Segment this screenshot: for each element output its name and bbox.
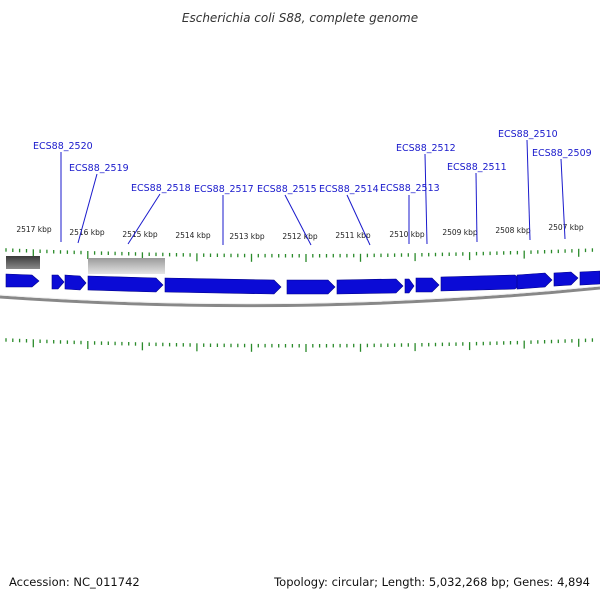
inner-tick-marks <box>5 338 594 352</box>
gene-arrow[interactable] <box>516 272 553 290</box>
gene-arrow[interactable] <box>336 278 404 295</box>
gene-arrow[interactable] <box>5 273 40 288</box>
gene-arrow[interactable] <box>553 271 579 287</box>
kbp-label: 2513 kbp <box>229 232 265 241</box>
gene-label[interactable]: ECS88_2518 <box>131 183 191 194</box>
backbone-highlight <box>0 285 600 305</box>
leader-line <box>475 172 478 243</box>
gene-label-leaders <box>60 139 566 246</box>
kbp-label: 2515 kbp <box>122 230 158 239</box>
gene-arrow[interactable] <box>440 274 523 292</box>
genome-summary-text: Topology: circular; Length: 5,032,268 bp… <box>273 575 590 589</box>
kbp-label: 2511 kbp <box>335 231 371 240</box>
gene-label[interactable]: ECS88_2512 <box>396 143 456 154</box>
leader-line <box>284 194 312 246</box>
kbp-label: 2512 kbp <box>282 232 318 241</box>
kbp-label: 2509 kbp <box>442 228 478 237</box>
gene-arrow[interactable] <box>64 274 87 291</box>
gene-label[interactable]: ECS88_2514 <box>319 184 379 195</box>
leader-line <box>526 139 531 241</box>
gene-arrow[interactable] <box>579 270 600 286</box>
feature-track <box>6 256 165 274</box>
gene-label[interactable]: ECS88_2517 <box>194 184 254 195</box>
kbp-label: 2517 kbp <box>16 225 52 234</box>
gene-arrow[interactable] <box>404 278 415 294</box>
gene-label[interactable]: ECS88_2519 <box>69 163 129 174</box>
gene-arrow[interactable] <box>164 277 282 295</box>
kbp-label: 2516 kbp <box>69 228 105 237</box>
leader-line <box>346 194 371 246</box>
leader-line <box>424 153 428 245</box>
kbp-label: 2510 kbp <box>389 230 425 239</box>
feature-box-light[interactable] <box>88 258 165 274</box>
accession-text: Accession: NC_011742 <box>9 575 140 589</box>
leader-line <box>77 173 98 244</box>
gene-label[interactable]: ECS88_2513 <box>380 183 440 194</box>
backbone-line <box>0 286 600 308</box>
gene-arrow[interactable] <box>87 275 164 293</box>
gene-label[interactable]: ECS88_2511 <box>447 162 507 173</box>
gene-label[interactable]: ECS88_2510 <box>498 129 558 140</box>
feature-box-dark[interactable] <box>6 256 40 269</box>
leader-line <box>560 158 566 240</box>
outer-tick-marks <box>5 248 594 262</box>
gene-label[interactable]: ECS88_2520 <box>33 141 93 152</box>
gene-arrow[interactable] <box>51 274 65 290</box>
genome-backbone <box>0 285 600 308</box>
leader-line <box>127 193 161 245</box>
gene-arrow[interactable] <box>415 277 440 293</box>
gene-labels: ECS88_2520 ECS88_2519 ECS88_2518 ECS88_2… <box>33 129 592 195</box>
gene-arrow[interactable] <box>286 279 336 295</box>
map-title: Escherichia coli S88, complete genome <box>182 11 418 25</box>
gene-label[interactable]: ECS88_2509 <box>532 148 592 159</box>
gene-label[interactable]: ECS88_2515 <box>257 184 317 195</box>
kbp-labels: 2517 kbp 2516 kbp 2515 kbp 2514 kbp 2513… <box>16 223 584 241</box>
kbp-label: 2508 kbp <box>495 226 531 235</box>
kbp-label: 2514 kbp <box>175 231 211 240</box>
kbp-label: 2507 kbp <box>548 223 584 232</box>
gene-track <box>5 270 600 295</box>
